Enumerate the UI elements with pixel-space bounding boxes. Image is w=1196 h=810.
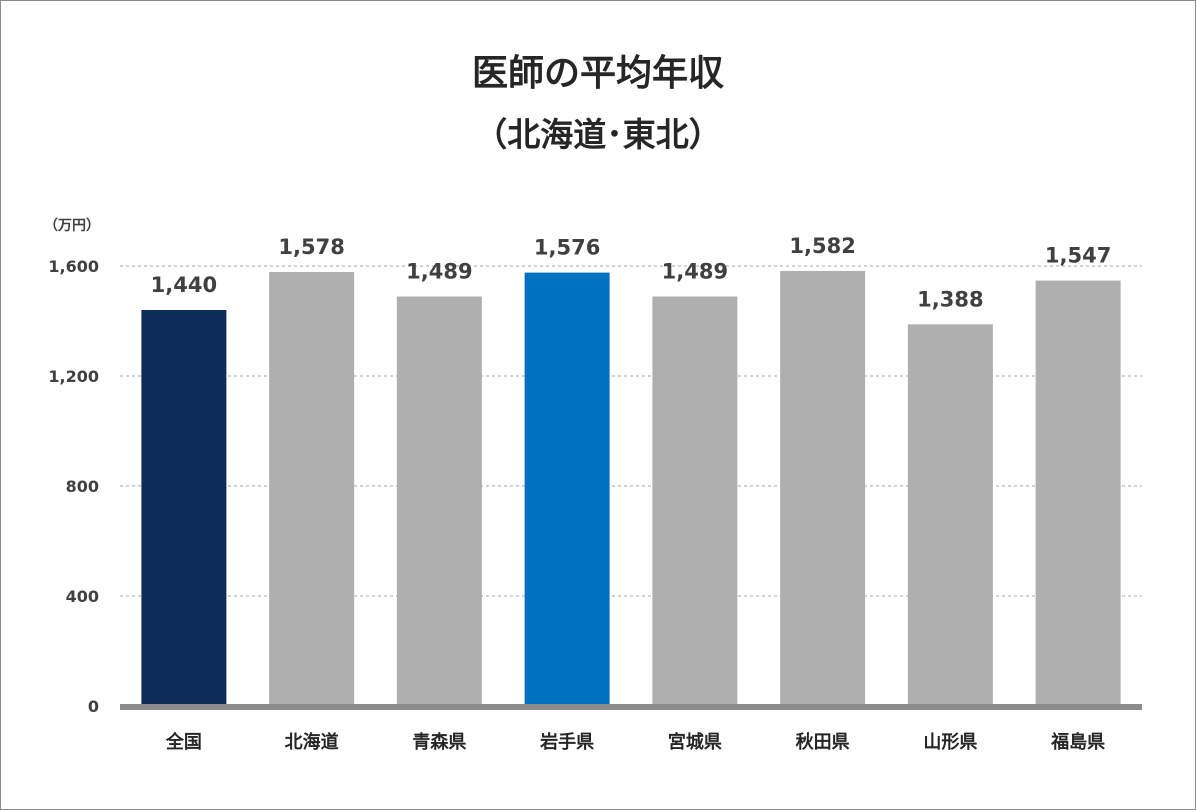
category-label: 岩手県 — [539, 731, 594, 753]
data-label: 1,489 — [406, 260, 472, 284]
category-label: 山形県 — [923, 732, 977, 753]
y-tick-label: 0 — [88, 697, 99, 716]
category-label: 福島県 — [1050, 731, 1105, 753]
data-label: 1,582 — [789, 234, 855, 258]
data-label: 1,388 — [917, 287, 983, 311]
chart-title: 医師の平均年収 — [471, 53, 724, 94]
y-axis-unit-label: （万円） — [44, 218, 100, 234]
category-label: 北海道 — [285, 731, 339, 753]
category-label: 宮城県 — [668, 731, 722, 753]
bar — [1035, 280, 1121, 706]
x-axis-line — [120, 704, 1142, 710]
bar — [141, 310, 227, 706]
y-tick-label: 400 — [66, 587, 99, 606]
bar — [396, 296, 482, 706]
y-tick-label: 800 — [66, 477, 99, 496]
y-tick-label: 1,600 — [48, 257, 99, 276]
category-label: 全国 — [165, 731, 202, 753]
category-label: 青森県 — [412, 731, 466, 753]
data-label: 1,547 — [1045, 244, 1111, 268]
value-labels: 1,440 1,578 1,489 1,576 1,489 1,582 1,388 1,547 — [151, 234, 1112, 311]
category-label: 秋田県 — [796, 731, 850, 753]
bar — [524, 272, 610, 706]
data-label: 1,440 — [151, 273, 217, 297]
y-tick-label: 1,200 — [48, 367, 99, 386]
y-axis-ticks: 0 400 800 1,200 1,600 — [48, 257, 99, 716]
bar — [269, 272, 355, 706]
bar — [652, 296, 738, 706]
data-label: 1,578 — [278, 235, 344, 259]
x-axis — [120, 704, 1142, 710]
bar — [907, 324, 993, 706]
data-label: 1,489 — [662, 260, 728, 284]
category-labels: 全国 北海道 青森県 岩手県 宮城県 秋田県 山形県 福島県 — [165, 731, 1105, 753]
data-label: 1,576 — [534, 236, 600, 260]
bar — [780, 270, 866, 706]
chart-subtitle: （北海道･東北） — [474, 115, 722, 154]
bars — [141, 270, 1121, 706]
